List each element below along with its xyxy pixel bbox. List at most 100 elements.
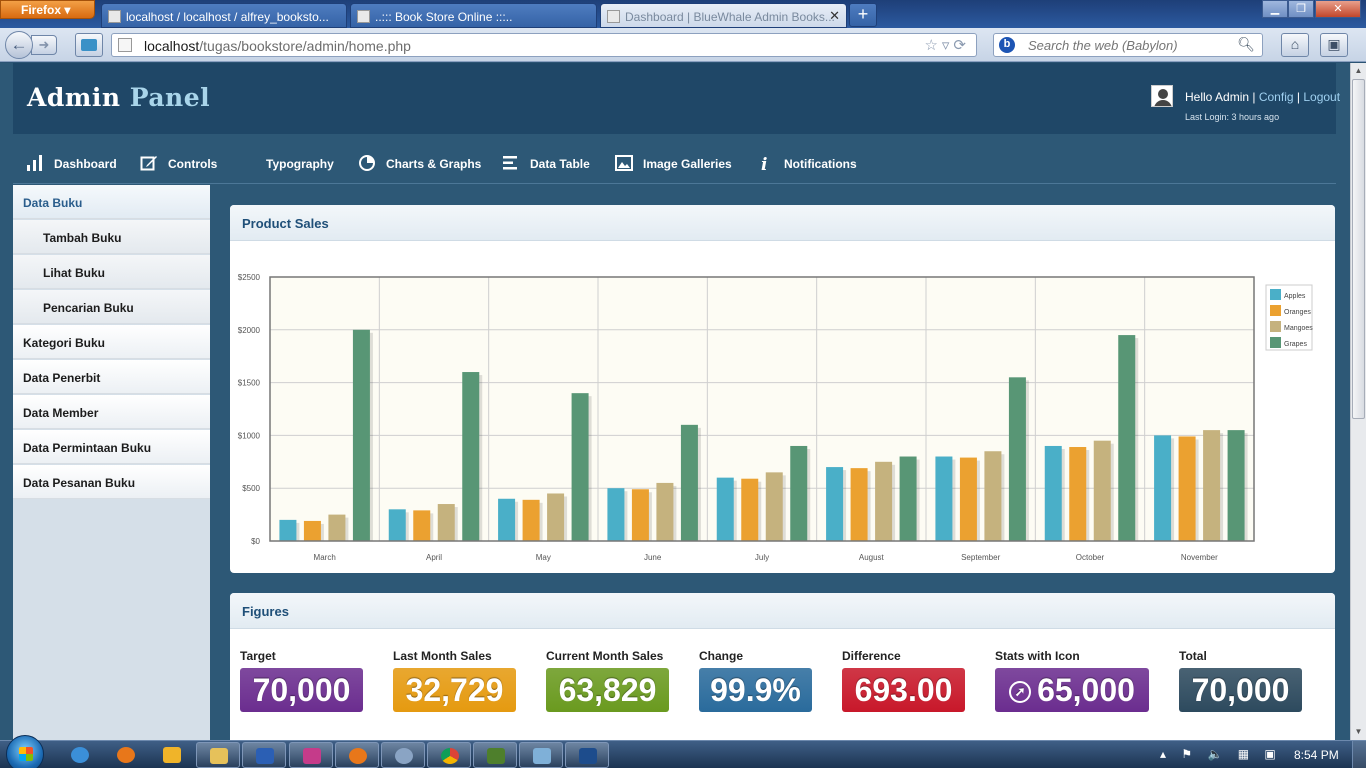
bar-mangoes <box>437 504 455 541</box>
back-button[interactable]: ← <box>5 31 33 59</box>
new-tab-button[interactable]: + <box>849 3 877 27</box>
minimize-window-button[interactable]: ▁ <box>1262 0 1288 18</box>
sidebar-item-data-penerbit[interactable]: Data Penerbit <box>13 360 210 394</box>
bar-mangoes <box>875 461 893 541</box>
close-window-button[interactable]: ✕ <box>1315 0 1361 18</box>
taskbar-explorer-button[interactable] <box>196 742 240 768</box>
compass-icon: ➚ <box>1009 681 1032 703</box>
config-link[interactable]: Config <box>1258 90 1294 104</box>
folder-icon <box>210 748 228 764</box>
sidebar-item-data-buku[interactable]: Data Buku <box>13 185 210 219</box>
figure-value: 70,000 <box>240 668 363 712</box>
start-button[interactable] <box>6 735 44 768</box>
sidebar-item-kategori-buku[interactable]: Kategori Buku <box>13 325 210 359</box>
tab-groups-button[interactable] <box>75 33 103 57</box>
scrollbar-thumb[interactable] <box>1352 79 1365 419</box>
figure-value: 70,000 <box>1179 668 1302 712</box>
extension-button[interactable]: ▣ <box>1320 33 1348 57</box>
image-icon <box>615 155 633 171</box>
browser-tab-active[interactable]: Dashboard | BlueWhale Admin Books... ✕ <box>600 3 847 28</box>
sidebar-item-data-permintaan-buku[interactable]: Data Permintaan Buku <box>13 430 210 464</box>
bookmark-star-icon[interactable]: ☆▿⟳ <box>924 37 970 54</box>
forward-button[interactable]: ➜ <box>31 35 57 55</box>
firefox-menu-button[interactable]: Firefox ▾ <box>0 0 95 19</box>
figure-label: Target <box>240 649 276 663</box>
nav-notifications[interactable]: i Notifications <box>756 141 857 184</box>
nav-data-table[interactable]: Data Table <box>502 141 590 184</box>
figure-label: Change <box>699 649 744 663</box>
logout-link[interactable]: Logout <box>1303 90 1341 104</box>
browser-tab[interactable]: localhost / localhost / alfrey_booksto..… <box>101 3 347 28</box>
nav-controls[interactable]: Controls <box>140 141 217 184</box>
page-favicon-icon <box>357 10 370 23</box>
show-desktop-button[interactable] <box>1352 741 1366 768</box>
site-identity-icon[interactable] <box>118 38 132 52</box>
clock[interactable]: 8:54 PM <box>1294 748 1339 762</box>
taskbar-ie-button[interactable] <box>58 742 102 768</box>
legend-label: Grapes <box>1284 341 1307 348</box>
url-text[interactable]: localhost/tugas/bookstore/admin/home.php <box>144 38 411 54</box>
taskbar-media-button[interactable] <box>150 742 194 768</box>
bar-mangoes <box>984 451 1002 541</box>
taskbar-word-button[interactable] <box>242 742 286 768</box>
sidebar-item-data-member[interactable]: Data Member <box>13 395 210 429</box>
dreamweaver-icon <box>487 748 505 764</box>
figure-label: Last Month Sales <box>393 649 492 663</box>
admin-panel-logo[interactable]: Admin Panel <box>27 83 211 112</box>
bar-chart-icon <box>27 155 42 171</box>
word-icon <box>256 748 274 764</box>
search-bar[interactable]: b 🔍︎ <box>993 33 1263 57</box>
sidebar-item-data-pesanan-buku[interactable]: Data Pesanan Buku <box>13 465 210 499</box>
search-input[interactable] <box>1028 38 1228 53</box>
home-button[interactable]: ⌂ <box>1281 33 1309 57</box>
bar-mangoes <box>328 514 346 541</box>
sidebar-item-tambah-buku[interactable]: Tambah Buku <box>13 220 210 254</box>
bar-mangoes <box>547 493 565 541</box>
internet-explorer-icon <box>71 747 89 763</box>
figure-stats-with-icon: Stats with Icon ➚ 65,000 <box>995 649 1149 712</box>
image-viewer-icon <box>533 748 551 764</box>
photoshop-icon <box>579 748 597 764</box>
taskbar-chrome-button[interactable] <box>427 742 471 768</box>
taskbar-firefox-button[interactable] <box>104 742 148 768</box>
sidebar-item-lihat-buku[interactable]: Lihat Buku <box>13 255 210 289</box>
figure-value: 32,729 <box>393 668 516 712</box>
page-scrollbar[interactable]: ▲ ▼ <box>1350 63 1366 740</box>
bar-grapes <box>680 424 698 541</box>
bar-grapes <box>1008 377 1026 541</box>
system-tray-icons[interactable]: ▴ ⚑ 🔈 ▦ ▣ <box>1160 747 1282 761</box>
y-tick-label: $1500 <box>238 379 261 388</box>
nav-dashboard[interactable]: Dashboard <box>26 141 117 184</box>
legend-label: Apples <box>1284 293 1306 300</box>
search-engine-icon[interactable]: b <box>999 37 1015 53</box>
search-icon[interactable]: 🔍︎ <box>1237 36 1255 52</box>
taskbar-app-button[interactable] <box>289 742 333 768</box>
info-icon: i <box>761 155 767 172</box>
nav-typography[interactable]: Typography <box>266 157 334 171</box>
browser-navigation-bar: ➜ ← localhost/tugas/bookstore/admin/home… <box>0 28 1366 62</box>
bar-mangoes <box>656 482 674 541</box>
bar-apples <box>826 467 844 541</box>
user-greeting: Hello Admin | Config | Logout <box>1185 90 1341 104</box>
sidebar-item-pencarian-buku[interactable]: Pencarian Buku <box>13 290 210 324</box>
pie-chart-icon <box>359 155 375 171</box>
nav-image-galleries[interactable]: Image Galleries <box>615 141 732 184</box>
close-tab-icon[interactable]: ✕ <box>829 8 840 23</box>
maximize-window-button[interactable]: ❐ <box>1288 0 1314 18</box>
scroll-up-icon[interactable]: ▲ <box>1354 66 1363 75</box>
figure-label: Total <box>1179 649 1207 663</box>
bar-oranges <box>522 499 540 541</box>
taskbar-tool-button[interactable] <box>381 742 425 768</box>
url-bar[interactable]: localhost/tugas/bookstore/admin/home.php… <box>111 33 977 57</box>
scroll-down-icon[interactable]: ▼ <box>1354 727 1363 736</box>
taskbar-photoshop-button[interactable] <box>565 742 609 768</box>
taskbar-dreamweaver-button[interactable] <box>473 742 517 768</box>
plot-frame <box>269 276 1255 542</box>
bar-oranges <box>959 457 977 541</box>
taskbar-firefox-active-button[interactable] <box>335 742 379 768</box>
taskbar-image-viewer-button[interactable] <box>519 742 563 768</box>
admin-header: Admin Panel Hello Admin | Config | Logou… <box>13 63 1340 134</box>
browser-tab[interactable]: ..::: Book Store Online :::.. <box>350 3 597 28</box>
x-tick-label: May <box>536 553 551 562</box>
nav-charts-graphs[interactable]: Charts & Graphs <box>358 141 481 184</box>
